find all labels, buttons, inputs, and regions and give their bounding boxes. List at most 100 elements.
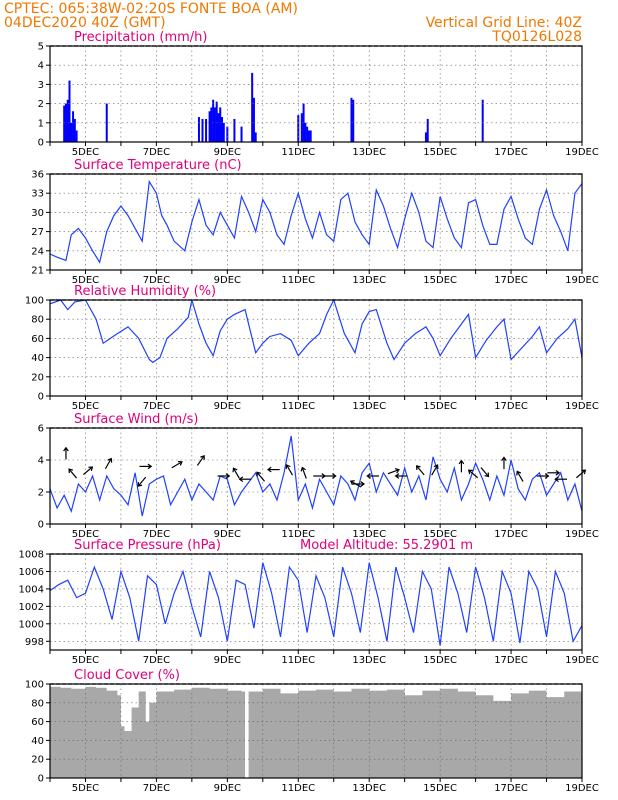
rh-xtick-label: 9DEC: [214, 401, 241, 412]
temp-ytick-label: 33: [31, 189, 44, 200]
wind-arrow-shaft: [286, 464, 294, 476]
wind-arrow: [266, 466, 280, 473]
wind-arrow: [285, 464, 294, 476]
cloud-xtick-label: 17DEC: [494, 783, 528, 794]
precip-bar: [221, 117, 224, 142]
wind-arrow-shaft: [575, 469, 586, 479]
wind-arrow-head: [554, 476, 559, 483]
temp-title: Surface Temperature (nC): [74, 158, 242, 173]
precip-bar: [219, 107, 222, 142]
precip-bar: [64, 103, 67, 142]
wind-arrow: [313, 473, 327, 479]
temp-xtick-label: 17DEC: [494, 275, 528, 286]
precip-ytick-label: 2: [38, 99, 44, 110]
wind-arrow: [394, 473, 408, 479]
temp-ytick-label: 24: [31, 246, 44, 257]
wind-arrow-head: [266, 466, 272, 473]
wind-arrow: [217, 473, 231, 479]
precip-bar: [73, 118, 76, 142]
wind-arrow-shaft: [232, 467, 240, 479]
precip-bar: [252, 97, 255, 142]
rh-panel: Relative Humidity (%) 0 20 40 60 80 100 5DEC 7DE…: [25, 284, 599, 412]
precip-bar: [63, 105, 66, 142]
precip-ytick-label: 3: [38, 80, 44, 91]
wind-arrow-shaft: [83, 466, 93, 475]
pressure-ytick-label: 1000: [19, 619, 44, 630]
precip-bar: [226, 126, 229, 142]
rh-ytick-label: 60: [31, 334, 44, 345]
precip-bar: [307, 130, 310, 142]
header-date: 04DEC2020 40Z (GMT): [4, 15, 166, 31]
wind-arrow-head: [349, 480, 355, 485]
precip-xtick-label: 17DEC: [494, 147, 528, 158]
wind-arrow-shaft: [104, 458, 112, 470]
precip-bar: [251, 72, 254, 142]
wind-arrow: [300, 466, 307, 479]
wind-title: Surface Wind (m/s): [74, 412, 198, 427]
wind-arrow: [431, 464, 439, 476]
pressure-xtick-label: 19DEC: [565, 655, 599, 666]
cloud-xtick-label: 9DEC: [214, 783, 241, 794]
pressure-xtick-label: 7DEC: [143, 655, 170, 666]
wind-arrow-head: [225, 473, 231, 479]
precip-bar: [352, 99, 355, 142]
temp-ytick-label: 36: [31, 170, 44, 181]
temp-ytick-label: 30: [31, 208, 44, 219]
temp-frame: [49, 173, 583, 271]
cloud-xtick-label: 5DEC: [72, 783, 99, 794]
cloud-xtick-label: 15DEC: [423, 783, 457, 794]
wind-arrow-head: [433, 464, 439, 470]
wind-arrow: [415, 465, 425, 476]
wind-panel: Surface Wind (m/s) 0 2 4 6 5DEC 7DEC 9DEC 11DEC 1…: [38, 412, 599, 540]
precip-bar: [75, 130, 78, 142]
wind-arrow-head: [285, 464, 291, 470]
wind-arrow: [232, 467, 240, 479]
wind-arrow: [516, 470, 524, 482]
pressure-ytick-label: 998: [25, 637, 44, 648]
wind-arrow-head: [137, 482, 143, 487]
precip-bar: [424, 132, 427, 142]
pressure-ytick-label: 1004: [19, 584, 44, 595]
wind-arrow: [256, 471, 265, 482]
cloud-ytick-label: 100: [25, 680, 44, 691]
wind-arrow-head: [415, 465, 421, 470]
precip-xtick-label: 5DEC: [72, 147, 99, 158]
header-station: CPTEC: 065:38W-02:20S FONTE BOA (AM): [4, 1, 298, 17]
wind-arrow: [480, 467, 490, 478]
wind-arrow-head: [544, 473, 550, 479]
precip-bar: [68, 80, 71, 142]
cloud-xtick-label: 19DEC: [565, 783, 599, 794]
pressure-ytick-label: 1006: [19, 567, 44, 578]
precip-bar: [350, 97, 353, 142]
wind-arrow-shaft: [516, 471, 524, 482]
precip-bar: [481, 99, 484, 142]
pressure-xtick-label: 13DEC: [352, 655, 386, 666]
wind-xtick-label: 13DEC: [352, 529, 386, 540]
wind-arrow: [171, 460, 183, 469]
wind-ytick-label: 4: [38, 456, 44, 467]
precip-bar: [70, 122, 73, 142]
precip-ytick-label: 4: [38, 61, 44, 72]
wind-ytick-label: 0: [38, 520, 44, 531]
wind-arrow-head: [88, 466, 94, 472]
temp-xtick-label: 19DEC: [565, 275, 599, 286]
pressure-xtick-label: 15DEC: [423, 655, 457, 666]
wind-arrow: [323, 473, 337, 479]
wind-arrow: [575, 469, 587, 479]
pressure-line: [49, 562, 583, 646]
cloud-ytick-label: 0: [38, 774, 44, 785]
temp-xtick-label: 13DEC: [352, 275, 386, 286]
rh-xtick-label: 5DEC: [72, 401, 99, 412]
wind-arrow-shaft: [416, 465, 425, 476]
wind-arrow: [554, 476, 567, 483]
precip-bar: [309, 130, 312, 142]
temp-xtick-label: 15DEC: [423, 275, 457, 286]
wind-arrow: [536, 473, 550, 479]
cloud-ytick-label: 20: [31, 755, 44, 766]
wind-arrow-head: [332, 473, 337, 479]
wind-arrow-head: [63, 446, 69, 452]
pressure-panel: Surface Pressure (hPa) Model Altitude: 55…: [19, 538, 599, 666]
wind-arrow-head: [107, 457, 113, 463]
wind-arrow-shaft: [137, 476, 147, 487]
